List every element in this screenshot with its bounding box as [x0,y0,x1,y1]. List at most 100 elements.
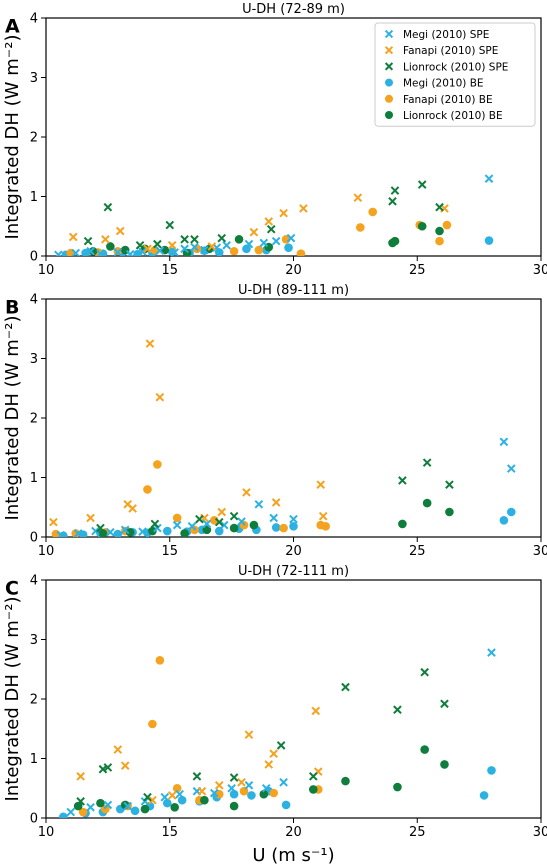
x-tick-label: 15 [161,544,178,559]
point-fanapi-2010-spe [155,392,165,402]
point-lionrock-2010-be [249,520,259,530]
y-tick-label: 4 [30,12,38,27]
point-lionrock-2010-spe [103,202,113,212]
point-fanapi-2010-be [78,807,88,817]
point-lionrock-2010-spe [217,233,227,243]
data-marks [54,174,494,256]
point-megi-2010-spe [244,780,254,790]
point-lionrock-2010-spe [214,517,224,527]
point-megi-2010-spe [237,517,246,526]
point-lionrock-2010-be [73,801,83,811]
point-lionrock-2010-spe [150,519,160,529]
point-megi-2010-spe [91,526,100,536]
point-fanapi-2010-spe [167,791,177,800]
point-lionrock-2010-spe [165,220,175,230]
point-megi-2010-spe [120,525,130,535]
point-lionrock-2010-be [88,246,98,256]
point-lionrock-2010-be [390,236,400,246]
point-megi-2010-spe [286,233,296,243]
y-axis-label: Integrated DH (W m⁻²) [2,597,23,802]
panel-a: A U-DH (72-89 m) 10 15 20 25 30 0 1 2 3 4 Integrated… [2,2,547,278]
point-megi-2010-spe [289,514,298,524]
point-lionrock-2010-be [393,782,402,792]
point-fanapi-2010-spe [207,242,217,251]
point-fanapi-2010-spe [299,204,308,213]
point-fanapi-2010-spe [76,772,85,781]
x-tick-label: 25 [409,544,426,559]
x-tick-label: 25 [409,263,426,278]
point-megi-2010-be [289,521,298,531]
point-megi-2010-spe [484,174,494,183]
point-fanapi-2010-be [442,220,452,230]
point-fanapi-2010-be [101,804,110,814]
point-megi-2010-spe [209,788,219,798]
point-fanapi-2010-be [368,207,378,217]
point-lionrock-2010-spe [103,763,113,772]
point-megi-2010-be [281,800,291,810]
legend-marker [385,94,393,103]
point-megi-2010-be [113,529,123,537]
point-fanapi-2010-spe [316,480,326,489]
point-megi-2010-be [247,791,256,800]
point-lionrock-2010-be [445,507,454,517]
y-tick-label: 4 [30,293,38,308]
point-lionrock-2010-spe [276,741,286,750]
point-megi-2010-spe [279,777,288,787]
point-megi-2010-spe [259,238,269,248]
y-tick-label: 2 [30,412,38,427]
point-lionrock-2010-be [98,529,108,537]
legend-marker [384,46,394,55]
point-fanapi-2010-spe [264,760,274,769]
y-axis-label: Integrated DH (W m⁻²) [2,35,23,240]
point-lionrock-2010-be [417,221,427,231]
point-lionrock-2010-spe [190,235,199,244]
point-lionrock-2010-be [180,529,189,537]
point-megi-2010-spe [269,513,279,523]
point-lionrock-2010-spe [388,196,397,206]
point-fanapi-2010-spe [167,240,177,250]
point-lionrock-2010-spe [341,682,350,692]
point-fanapi-2010-spe [214,780,224,790]
point-megi-2010-be [507,507,516,517]
point-fanapi-2010-spe [318,511,328,521]
y-tick-label: 3 [30,633,38,648]
point-megi-2010-spe [86,246,95,256]
point-lionrock-2010-be [440,760,449,769]
point-megi-2010-spe [54,250,63,256]
point-fanapi-2010-spe [120,761,130,770]
x-tick-label: 10 [38,263,55,278]
point-lionrock-2010-be [170,802,179,812]
point-lionrock-2010-be [148,526,157,536]
point-lionrock-2010-spe [96,523,105,533]
point-fanapi-2010-be [229,246,239,256]
point-lionrock-2010-spe [440,699,449,709]
panel-letter: A [5,16,20,38]
point-megi-2010-spe [261,783,271,793]
point-fanapi-2010-be [155,656,165,665]
point-lionrock-2010-spe [195,514,204,524]
point-lionrock-2010-be [140,804,150,814]
point-megi-2010-spe [202,519,212,529]
point-megi-2010-spe [187,521,197,531]
point-megi-2010-spe [56,530,66,537]
point-fanapi-2010-be [172,783,182,793]
y-tick-label: 1 [30,752,38,767]
point-fanapi-2010-spe [128,504,137,513]
legend-label: Fanapi (2010) BE [403,94,493,106]
point-megi-2010-be [130,806,140,816]
point-megi-2010-spe [138,527,147,536]
point-lionrock-2010-be [200,795,209,805]
point-megi-2010-be [484,236,494,245]
point-lionrock-2010-spe [143,792,152,802]
point-fanapi-2010-spe [311,706,321,716]
point-fanapi-2010-spe [143,244,152,254]
point-lionrock-2010-spe [435,202,444,212]
point-fanapi-2010-be [321,521,330,531]
point-fanapi-2010-spe [242,488,251,497]
panel-title: U-DH (72-89 m) [242,2,345,17]
point-lionrock-2010-be [398,519,407,529]
legend-box [374,22,536,127]
panel-title: U-DH (72-111 m) [238,564,349,579]
point-lionrock-2010-spe [393,705,402,715]
point-lionrock-2010-spe [420,667,429,677]
